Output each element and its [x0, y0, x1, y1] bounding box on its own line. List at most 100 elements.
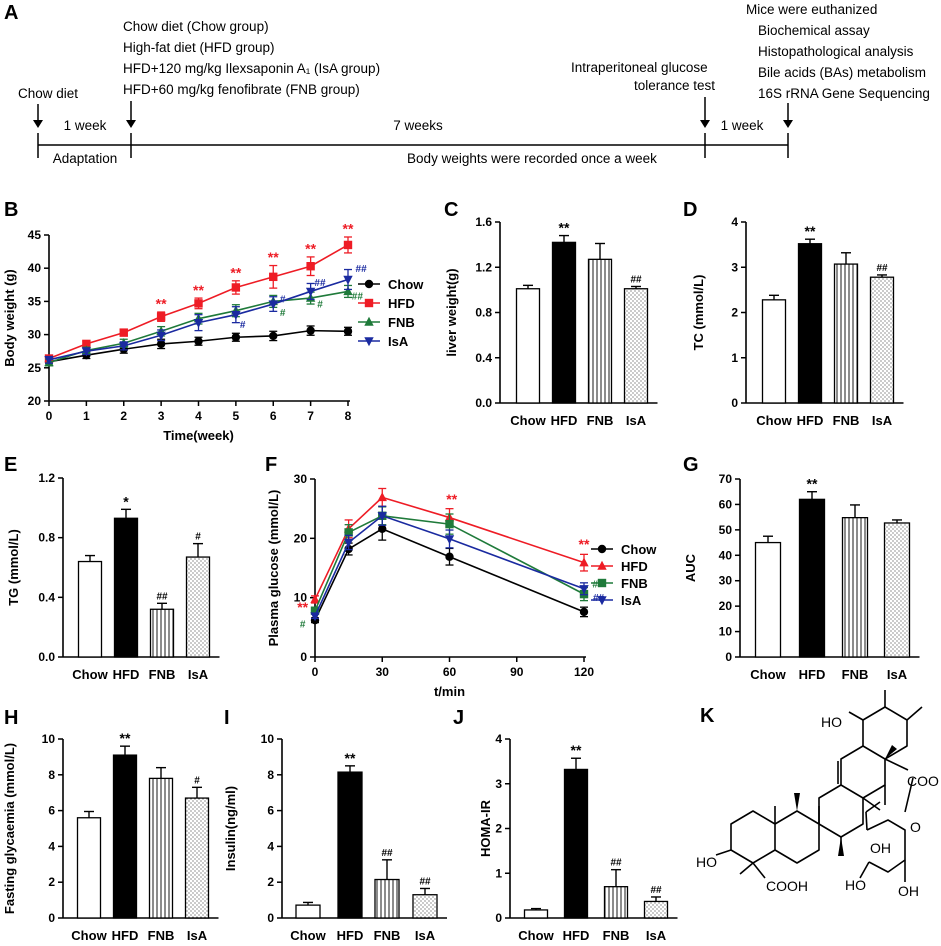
- panel-label: H: [4, 707, 18, 729]
- x-tick-label: 90: [510, 665, 524, 679]
- category-label: HFD: [797, 413, 824, 428]
- data-point: [344, 528, 353, 537]
- y-tick-label: 2: [731, 306, 738, 320]
- data-point: [310, 594, 320, 604]
- significance-mark: ##: [650, 885, 662, 896]
- panel-label: F: [265, 454, 277, 476]
- category-label: Chow: [71, 928, 107, 943]
- series-isa: [310, 505, 589, 622]
- data-point: [81, 347, 92, 357]
- y-tick-label: 4: [495, 732, 502, 746]
- y-tick-label: 10: [42, 732, 56, 746]
- y-tick-label: 8: [267, 768, 274, 782]
- bar-hfd: [112, 754, 138, 919]
- timeline-arrowheads: [33, 120, 793, 128]
- legend-label-hfd: HFD: [621, 559, 648, 574]
- y-tick-label: 1.6: [475, 215, 492, 229]
- significance-mark: **: [807, 476, 818, 492]
- series-hfd: [310, 487, 589, 604]
- sugar-oh-1: [859, 861, 870, 879]
- panel-label-a: A: [4, 2, 18, 24]
- bar-fnb: [833, 263, 859, 404]
- category-label: Chow: [72, 667, 108, 682]
- bar-isa: [643, 900, 669, 919]
- bar-isa: [185, 556, 211, 658]
- y-tick-label: 1.2: [475, 260, 492, 274]
- data-point: [310, 612, 320, 622]
- end-label-histopathology: Histopathological analysis: [758, 44, 914, 59]
- x-axis-label: Time(week): [163, 428, 234, 443]
- ring-a: [730, 810, 776, 864]
- significance-mark: **: [805, 223, 816, 239]
- series-isa: [44, 268, 353, 366]
- data-point: [119, 342, 129, 352]
- bar-hfd: [551, 241, 577, 404]
- y-tick-label: 20: [28, 394, 42, 408]
- bar-hfd: [797, 243, 823, 404]
- panel-label: D: [683, 199, 697, 221]
- y-tick-label: 2: [495, 822, 502, 836]
- structure-wedges: [794, 745, 897, 856]
- category-label: HFD: [551, 413, 578, 428]
- significance-mark: **: [446, 491, 457, 507]
- data-point: [306, 262, 315, 271]
- x-tick-label: 30: [376, 665, 390, 679]
- data-point: [156, 331, 166, 341]
- significance-mark: #: [280, 295, 286, 306]
- bar-fnb: [587, 258, 613, 404]
- wedge-1: [794, 793, 800, 811]
- data-point: [343, 240, 353, 250]
- data-point: [378, 524, 387, 534]
- y-axis-label: liver weight(g): [444, 268, 459, 356]
- week1b-label: 1 week: [721, 118, 764, 133]
- significance-mark: **: [343, 221, 354, 237]
- x-axis-label: t/min: [434, 684, 465, 699]
- x-tick-label: 4: [195, 409, 202, 423]
- category-label: FNB: [587, 413, 614, 428]
- tg-chart: E0.00.40.81.2TG (mmol/L)Chow HFD FNB IsA*##…: [4, 454, 220, 682]
- methyl-4: [862, 797, 881, 811]
- series-line-chow: [48, 329, 349, 363]
- y-tick-label: 0: [495, 911, 502, 925]
- significance-mark: ##: [630, 274, 642, 285]
- category-label: FNB: [148, 928, 175, 943]
- y-tick-label: 0: [300, 650, 307, 664]
- y-tick-label: 3: [495, 777, 502, 791]
- series-chow: [44, 325, 353, 367]
- panel-label: J: [453, 707, 464, 729]
- category-label: FNB: [833, 413, 860, 428]
- y-tick-label: 4: [48, 839, 55, 853]
- data-point: [343, 275, 353, 285]
- y-tick-label: 4: [731, 215, 738, 229]
- y-tick-label: 0: [48, 911, 55, 925]
- y-tick-label: 40: [28, 261, 42, 275]
- bar-chow: [523, 909, 549, 919]
- legend-marker-chow: [364, 279, 374, 289]
- y-tick-label: 1: [731, 351, 738, 365]
- significance-mark: **: [120, 730, 131, 746]
- data-point: [194, 337, 203, 346]
- category-label: IsA: [646, 928, 667, 943]
- week7-label: 7 weeks: [393, 118, 443, 133]
- structure-label-ho-sugar: HO: [845, 877, 866, 893]
- y-axis-label: Plasma glucose (mmol/L): [266, 490, 281, 647]
- data-point: [305, 287, 316, 297]
- ester-link: [904, 777, 914, 813]
- significance-mark: #: [240, 320, 246, 331]
- arrowhead-end: [783, 120, 793, 128]
- y-tick-label: 0.8: [475, 306, 492, 320]
- data-point: [231, 310, 241, 320]
- panel-label: B: [4, 199, 18, 221]
- significance-mark: ##: [610, 858, 622, 869]
- y-tick-label: 0.4: [38, 590, 55, 604]
- y-axis-label: Fasting glycaemia (mmol/L): [2, 743, 17, 914]
- significance-mark: ##: [876, 263, 888, 274]
- bar-fnb: [603, 886, 629, 919]
- glucose-tolerance-chart: F 0 10 20 30 0 30 60 90 120 Plasma glucose (mmol/L…: [265, 454, 657, 699]
- category-label: Chow: [756, 413, 792, 428]
- data-point: [445, 552, 454, 561]
- y-tick-label: 2: [48, 875, 55, 889]
- end-label-euthanized: Mice were euthanized: [746, 2, 877, 17]
- bar-fnb: [841, 517, 869, 658]
- category-label: Chow: [750, 667, 786, 682]
